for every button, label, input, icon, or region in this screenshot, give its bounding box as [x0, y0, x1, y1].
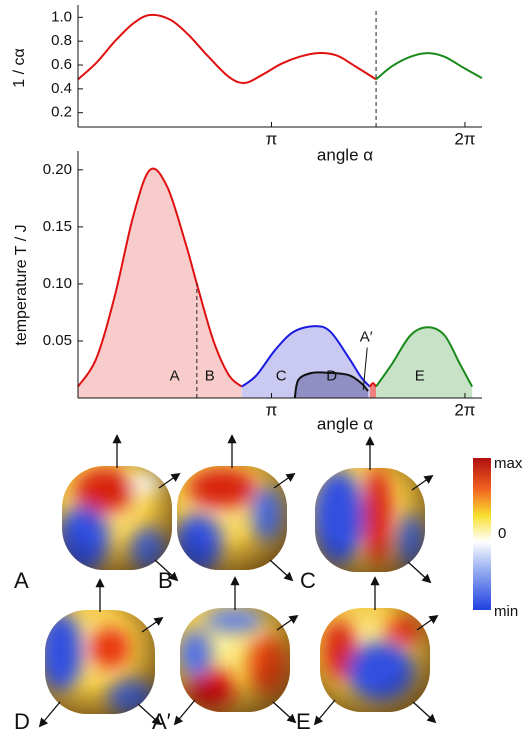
- area: [369, 383, 377, 398]
- region-label: B: [205, 367, 215, 384]
- sphere: [62, 466, 172, 570]
- sphere: [320, 608, 430, 712]
- axis-arrow: [273, 472, 296, 489]
- y-axis-label: 1 / cα: [11, 48, 28, 87]
- axis-arrow: [137, 703, 162, 726]
- line: [241, 325, 371, 388]
- line: [77, 167, 243, 388]
- sphere: [180, 608, 290, 712]
- axis-arrow: [38, 701, 61, 728]
- line: [375, 326, 474, 388]
- sphere: [45, 610, 155, 714]
- axis-arrow: [154, 559, 179, 582]
- axis-arrow: [141, 616, 164, 633]
- panel-label: A: [14, 568, 29, 593]
- x-axis-label: angle α: [317, 145, 373, 164]
- axis-arrow: [272, 701, 297, 724]
- sphere-shade: [320, 608, 430, 712]
- colorbar-max: max: [494, 455, 523, 472]
- line: [77, 13, 377, 84]
- sphere: [315, 468, 425, 572]
- line: [375, 52, 483, 81]
- x-tick-label: 2π: [454, 129, 475, 148]
- x-axis-label: angle α: [317, 414, 373, 433]
- sphere-shade: [180, 608, 290, 712]
- axis-arrow: [269, 559, 294, 582]
- leader: [362, 347, 368, 391]
- y-tick-label: 0.15: [43, 218, 72, 235]
- y-tick-label: 1.0: [51, 8, 72, 25]
- axis-arrow: [407, 561, 432, 584]
- sphere-shade: [45, 610, 155, 714]
- colorbar-zero: 0: [498, 525, 506, 542]
- line: [369, 382, 377, 388]
- y-tick-label: 0.6: [51, 56, 72, 73]
- area: [376, 327, 473, 398]
- panel-label: E: [296, 709, 311, 731]
- axis-arrow: [173, 699, 196, 726]
- sphere-shade: [177, 466, 287, 570]
- region-label: A: [170, 367, 180, 384]
- axis-arrow: [313, 699, 336, 726]
- area: [294, 372, 369, 398]
- axis-arrow: [276, 614, 299, 631]
- y-tick-label: 0.8: [51, 32, 72, 49]
- y-tick-label: 0.10: [43, 275, 72, 292]
- y-tick-label: 0.4: [51, 80, 72, 97]
- sphere-shade: [315, 468, 425, 572]
- panel-label: D: [14, 709, 30, 731]
- y-tick-label: 0.05: [43, 332, 72, 349]
- region-label: A′: [360, 328, 373, 345]
- y-tick-label: 0.2: [51, 104, 72, 121]
- region-label: D: [326, 367, 337, 384]
- axis-arrow: [158, 472, 181, 489]
- line: [293, 371, 369, 399]
- y-tick-label: 0.20: [43, 161, 72, 178]
- colorbar-min: min: [494, 603, 518, 620]
- panel-label: B: [158, 568, 173, 593]
- x-tick-label: π: [266, 129, 278, 148]
- region-label: E: [415, 367, 425, 384]
- panel-label: A′: [152, 709, 171, 731]
- axis-arrow: [411, 474, 434, 491]
- region-label: C: [276, 367, 287, 384]
- axis-arrow: [412, 701, 437, 724]
- y-axis-label: temperature T / J: [13, 224, 30, 345]
- sphere: [177, 466, 287, 570]
- axis-arrow: [416, 614, 439, 631]
- sphere-shade: [62, 466, 172, 570]
- colorbar: [473, 458, 491, 610]
- x-tick-label: π: [266, 400, 278, 419]
- x-tick-label: 2π: [454, 400, 475, 419]
- area: [78, 168, 242, 398]
- panel-label: C: [300, 568, 316, 593]
